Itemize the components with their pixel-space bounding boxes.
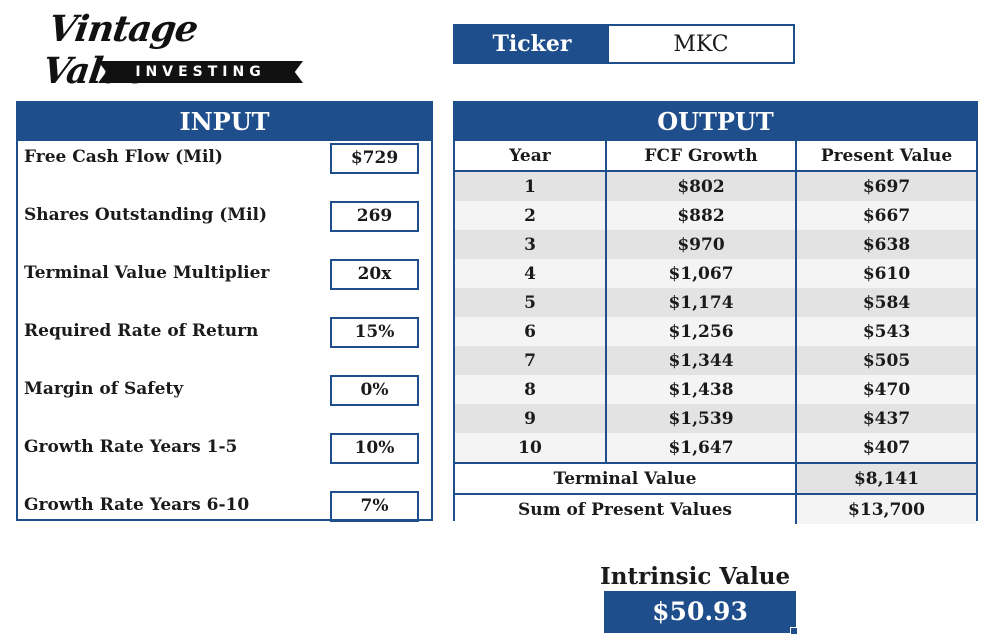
input-label: Margin of Safety: [24, 379, 184, 399]
table-row: 1 $802 $697: [455, 171, 976, 201]
output-table: Year FCF Growth Present Value 1 $802 $69…: [455, 141, 976, 524]
intrinsic-value-cell[interactable]: $50.93: [604, 591, 796, 633]
growth-rate-6-10-input[interactable]: 7%: [330, 491, 419, 522]
input-label: Growth Rate Years 6-10: [24, 495, 250, 515]
pv-cell: $667: [796, 201, 976, 230]
shares-outstanding-input[interactable]: 269: [330, 201, 419, 232]
year-cell: 2: [455, 201, 607, 230]
sum-present-values-label: Sum of Present Values: [455, 493, 797, 524]
pv-cell: $543: [796, 317, 976, 346]
fcf-cell: $1,539: [606, 404, 797, 433]
column-header-year: Year: [455, 141, 607, 172]
output-title: OUTPUT: [455, 103, 976, 141]
year-cell: 1: [455, 171, 607, 201]
free-cash-flow-input[interactable]: $729: [330, 143, 419, 174]
growth-rate-1-5-input[interactable]: 10%: [330, 433, 419, 464]
year-cell: 3: [455, 230, 607, 259]
input-row-terminal-multiplier: Terminal Value Multiplier 20x: [18, 259, 431, 290]
table-row: 6 $1,256 $543: [455, 317, 976, 346]
fcf-cell: $1,438: [606, 375, 797, 404]
ticker-input[interactable]: MKC: [673, 31, 729, 57]
year-cell: 5: [455, 288, 607, 317]
ticker-field: Ticker MKC: [453, 24, 795, 64]
table-row: 4 $1,067 $610: [455, 259, 976, 288]
input-label: Shares Outstanding (Mil): [24, 205, 268, 225]
year-cell: 7: [455, 346, 607, 375]
input-row-free-cash-flow: Free Cash Flow (Mil) $729: [18, 143, 431, 174]
sum-present-values-cell: $13,700: [796, 493, 976, 524]
year-cell: 6: [455, 317, 607, 346]
fcf-cell: $1,647: [606, 433, 797, 463]
input-row-growth-1-5: Growth Rate Years 1-5 10%: [18, 433, 431, 464]
table-row: 10 $1,647 $407: [455, 433, 976, 463]
terminal-value-label: Terminal Value: [455, 462, 797, 494]
logo-tagline: INVESTING: [98, 61, 303, 83]
output-panel: OUTPUT Year FCF Growth Present Value 1 $…: [453, 101, 978, 524]
terminal-value-row: Terminal Value $8,141: [455, 462, 976, 494]
pv-cell: $584: [796, 288, 976, 317]
pv-cell: $437: [796, 404, 976, 433]
fcf-cell: $882: [606, 201, 797, 230]
logo: Vintage Value INVESTING: [40, 8, 306, 92]
pv-cell: $470: [796, 375, 976, 404]
year-cell: 4: [455, 259, 607, 288]
required-return-input[interactable]: 15%: [330, 317, 419, 348]
input-label: Terminal Value Multiplier: [24, 263, 270, 283]
input-row-shares-outstanding: Shares Outstanding (Mil) 269: [18, 201, 431, 232]
fcf-cell: $1,344: [606, 346, 797, 375]
pv-cell: $610: [796, 259, 976, 288]
pv-cell: $697: [796, 171, 976, 201]
fcf-cell: $1,174: [606, 288, 797, 317]
input-row-margin-of-safety: Margin of Safety 0%: [18, 375, 431, 406]
table-row: 8 $1,438 $470: [455, 375, 976, 404]
year-cell: 10: [455, 433, 607, 463]
terminal-multiplier-input[interactable]: 20x: [330, 259, 419, 290]
input-title: INPUT: [18, 103, 431, 141]
intrinsic-value-label: Intrinsic Value: [600, 563, 791, 590]
input-row-required-return: Required Rate of Return 15%: [18, 317, 431, 348]
table-row: 5 $1,174 $584: [455, 288, 976, 317]
input-panel: INPUT Free Cash Flow (Mil) $729 Shares O…: [16, 101, 433, 522]
table-row: 2 $882 $667: [455, 201, 976, 230]
ticker-label: Ticker: [455, 26, 609, 62]
column-header-present-value: Present Value: [796, 141, 976, 172]
table-row: 7 $1,344 $505: [455, 346, 976, 375]
year-cell: 9: [455, 404, 607, 433]
fcf-cell: $1,256: [606, 317, 797, 346]
pv-cell: $505: [796, 346, 976, 375]
fill-handle[interactable]: [790, 627, 798, 635]
table-row: 3 $970 $638: [455, 230, 976, 259]
terminal-value-cell: $8,141: [796, 462, 976, 494]
input-label: Free Cash Flow (Mil): [24, 147, 223, 167]
input-label: Required Rate of Return: [24, 321, 259, 341]
fcf-cell: $970: [606, 230, 797, 259]
input-row-growth-6-10: Growth Rate Years 6-10 7%: [18, 491, 431, 522]
fcf-cell: $1,067: [606, 259, 797, 288]
fcf-cell: $802: [606, 171, 797, 201]
pv-cell: $407: [796, 433, 976, 463]
table-row: 9 $1,539 $437: [455, 404, 976, 433]
pv-cell: $638: [796, 230, 976, 259]
margin-of-safety-input[interactable]: 0%: [330, 375, 419, 406]
sum-present-values-row: Sum of Present Values $13,700: [455, 493, 976, 524]
column-header-fcf-growth: FCF Growth: [606, 141, 797, 172]
input-label: Growth Rate Years 1-5: [24, 437, 238, 457]
year-cell: 8: [455, 375, 607, 404]
table-header-row: Year FCF Growth Present Value: [455, 141, 976, 172]
